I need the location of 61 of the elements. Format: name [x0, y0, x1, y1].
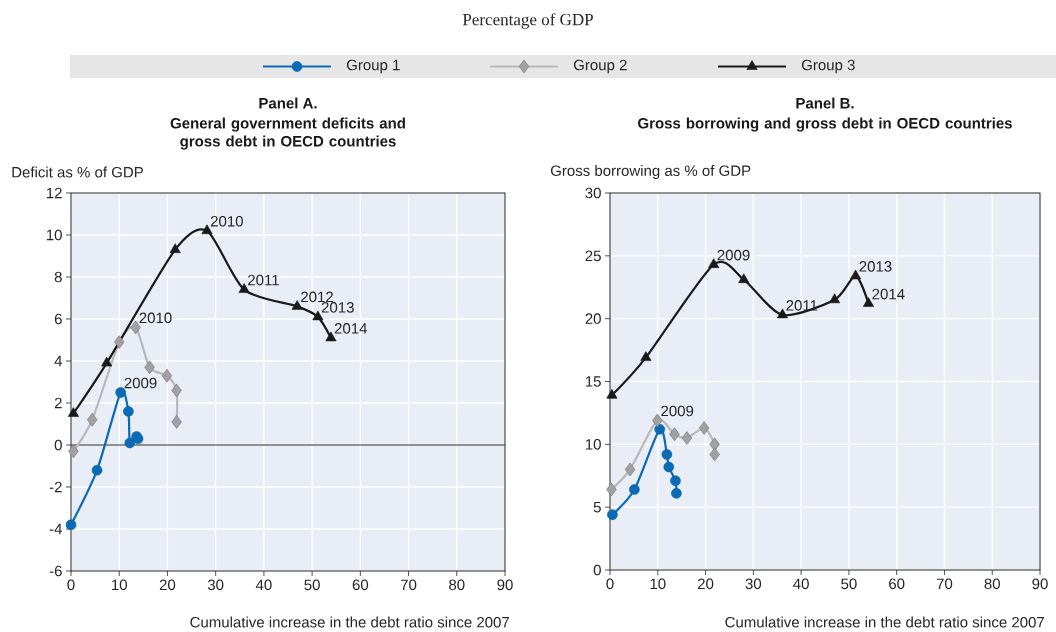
chart-title: Panel B. — [796, 97, 854, 109]
y-tick-label: 25 — [585, 250, 601, 262]
y-tick-label: 10 — [46, 229, 62, 241]
legend-label: Group 2 — [573, 59, 627, 74]
y-tick-label: 15 — [585, 376, 601, 387]
x-tick-label: 20 — [159, 579, 176, 591]
y-tick-label: 5 — [593, 501, 601, 513]
y-tick-label: 0 — [593, 564, 601, 576]
x-tick-label: 40 — [255, 579, 272, 591]
annotation: 2013 — [321, 302, 354, 313]
x-tick-label: 60 — [889, 578, 905, 590]
y-tick-label: 8 — [54, 271, 62, 283]
y-axis-title: Gross borrowing as % of GDP — [550, 165, 751, 179]
y-axis-title: Deficit as % of GDP — [12, 166, 143, 178]
annotation: 2010 — [210, 215, 243, 227]
annotation: 2012 — [301, 291, 333, 303]
y-tick-label: 30 — [585, 187, 601, 199]
legend-label: Group 1 — [346, 59, 400, 74]
chart-subtitle: Gross borrowing and gross debt in OECD countries — [638, 117, 1012, 132]
y-tick-label: -6 — [49, 565, 62, 577]
annotation: 2009 — [717, 249, 750, 261]
x-tick-label: 80 — [449, 579, 465, 591]
annotation: 2009 — [124, 377, 157, 389]
annotation: 2013 — [859, 261, 892, 272]
x-tick-label: 90 — [497, 579, 513, 591]
x-tick-label: 50 — [841, 578, 857, 590]
x-tick-label: 80 — [984, 578, 1000, 590]
y-tick-label: 2 — [54, 397, 62, 409]
x-tick-label: 50 — [304, 579, 320, 591]
annotation: 2014 — [872, 288, 905, 300]
y-tick-label: 20 — [585, 313, 601, 324]
x-axis-title: Cumulative increase in the debt ratio since 2007 — [190, 616, 509, 628]
x-tick-label: 40 — [793, 578, 809, 590]
x-tick-label: 70 — [936, 578, 953, 590]
x-tick-label: 30 — [745, 578, 762, 590]
annotation: 2011 — [248, 274, 279, 286]
y-tick-label: 0 — [54, 439, 62, 451]
legend-label: Group 3 — [801, 59, 855, 74]
x-tick-label: 10 — [112, 579, 127, 591]
y-tick-label: 10 — [585, 439, 601, 450]
x-axis-title: Cumulative increase in the debt ratio since 2007 — [725, 616, 1044, 628]
y-tick-label: 4 — [54, 355, 63, 367]
x-tick-label: 60 — [352, 579, 369, 591]
y-tick-label: 6 — [54, 313, 62, 325]
chart-title: Panel A. — [259, 97, 317, 109]
text: Percentage of GDP — [462, 13, 593, 29]
annotation: 2009 — [661, 405, 694, 417]
annotation: 2010 — [139, 312, 172, 324]
x-tick-label: 0 — [606, 578, 614, 590]
y-tick-label: -4 — [49, 523, 63, 535]
annotation: 2014 — [334, 323, 368, 334]
chart-subtitle: General government deficits and gross debt in OECD countries — [170, 117, 405, 150]
annotation: 2011 — [786, 300, 818, 311]
x-tick-label: 90 — [1032, 578, 1048, 590]
x-tick-label: 0 — [67, 579, 75, 591]
x-tick-label: 10 — [650, 578, 666, 590]
x-tick-label: 30 — [207, 579, 224, 591]
x-tick-label: 70 — [400, 579, 417, 591]
y-tick-label: -2 — [49, 481, 62, 493]
y-tick-label: 12 — [46, 187, 62, 199]
x-tick-label: 20 — [697, 578, 714, 590]
